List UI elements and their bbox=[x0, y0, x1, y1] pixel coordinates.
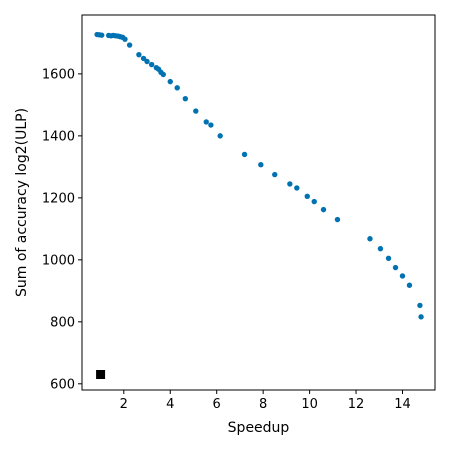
data-point bbox=[148, 61, 155, 68]
data-point bbox=[334, 216, 341, 223]
data-point bbox=[136, 51, 142, 58]
data-point bbox=[99, 32, 105, 38]
x-tick-label: 2 bbox=[120, 397, 128, 412]
data-point bbox=[385, 255, 392, 261]
data-point bbox=[418, 314, 424, 320]
data-point bbox=[258, 161, 264, 168]
data-point bbox=[294, 185, 300, 191]
data-point-square bbox=[96, 370, 106, 380]
data-point bbox=[272, 171, 278, 178]
data-point bbox=[140, 55, 147, 62]
y-tick-label: 1600 bbox=[42, 67, 75, 82]
data-point bbox=[193, 108, 199, 114]
x-tick-label: 14 bbox=[394, 397, 411, 412]
data-point bbox=[144, 58, 150, 65]
data-point bbox=[377, 245, 384, 252]
y-tick-label: 1400 bbox=[42, 129, 75, 144]
data-point bbox=[182, 95, 189, 102]
axes-frame bbox=[81, 14, 436, 391]
y-axis-label: Sum of accuracy log2(ULP) bbox=[14, 108, 30, 297]
x-axis-label: Speedup bbox=[228, 420, 290, 436]
data-point bbox=[320, 206, 327, 213]
x-tick-label: 8 bbox=[259, 397, 267, 412]
data-point bbox=[367, 236, 373, 242]
y-tick-label: 600 bbox=[50, 377, 75, 392]
data-point bbox=[406, 282, 413, 288]
x-tick-label: 4 bbox=[166, 397, 174, 412]
data-point bbox=[160, 71, 166, 78]
x-axis-ticks: 2 4 6 8 10 12 14 bbox=[120, 390, 411, 412]
data-point bbox=[311, 198, 317, 205]
data-point bbox=[287, 181, 293, 187]
data-point bbox=[122, 36, 128, 42]
x-tick-label: 10 bbox=[301, 397, 318, 412]
data-point bbox=[304, 193, 310, 200]
data-point bbox=[399, 273, 406, 279]
data-points bbox=[94, 31, 424, 380]
x-tick-label: 6 bbox=[213, 397, 221, 412]
data-point bbox=[208, 122, 214, 128]
x-tick-label: 12 bbox=[348, 397, 365, 412]
y-tick-label: 800 bbox=[50, 315, 75, 330]
y-axis-ticks: 600 800 1000 1200 1400 1600 bbox=[42, 67, 82, 392]
y-tick-label: 1200 bbox=[42, 191, 75, 206]
data-point bbox=[126, 42, 133, 48]
data-point bbox=[203, 119, 209, 125]
data-point bbox=[174, 85, 180, 91]
data-point bbox=[241, 151, 248, 158]
data-point bbox=[167, 78, 173, 85]
data-point bbox=[217, 133, 223, 139]
y-tick-label: 1000 bbox=[42, 253, 75, 268]
data-point bbox=[392, 264, 399, 271]
data-point bbox=[417, 302, 423, 309]
